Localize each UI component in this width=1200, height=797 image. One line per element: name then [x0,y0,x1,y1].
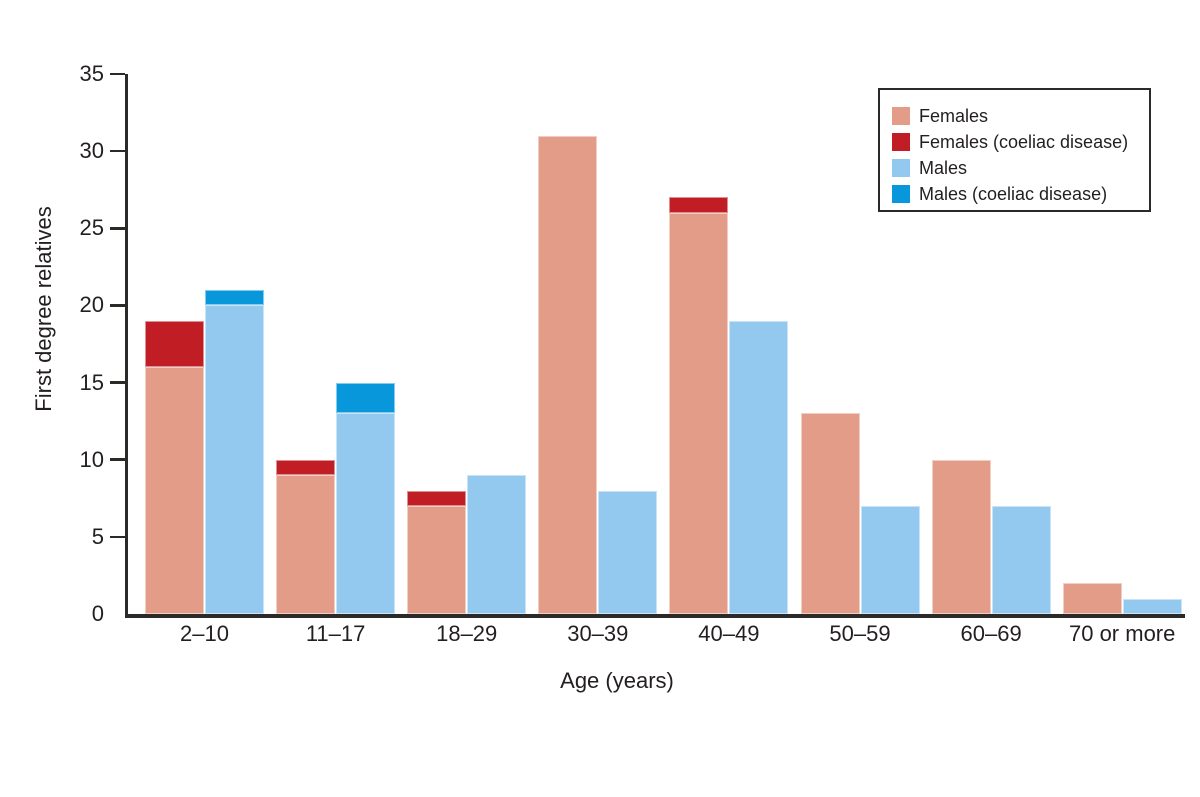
legend-swatch-icon [892,185,910,203]
legend-item: Males (coeliac disease) [892,181,1149,207]
bar-female-group-4 [669,212,729,614]
y-tick-label-30: 30 [79,138,104,164]
bar-female-group-0 [145,367,204,614]
bar-male-group-7 [1122,598,1182,614]
x-tick-label-6: 60–69 [960,621,1022,646]
y-tick-label-20: 20 [79,292,104,318]
y-tick-mark-35 [110,72,125,76]
bar-female-coeliac-group-4 [669,197,729,213]
bar-male-group-3 [598,490,658,614]
y-tick-label-10: 10 [79,446,104,472]
x-tick-label-7: 70 or more [1068,621,1176,646]
legend-item: Females [892,103,1149,129]
bar-male-group-4 [729,320,789,614]
bar-male-group-1 [336,413,396,614]
y-tick-mark-5 [110,535,125,539]
y-tick-label-35: 35 [79,61,104,86]
x-tick-label-5: 50–59 [829,621,891,646]
bar-female-coeliac-group-1 [276,459,336,476]
legend-swatch-icon [892,159,910,177]
y-tick-label-5: 5 [91,523,104,549]
y-tick-mark-30 [110,149,125,153]
bar-male-group-0 [205,305,264,614]
legend-label: Females [919,106,989,126]
bar-female-group-6 [931,459,991,614]
x-axis-title: Age (years) [560,668,674,693]
x-tick-label-3: 30–39 [567,621,629,646]
x-tick-label-4: 40–49 [698,621,760,646]
y-tick-label-0: 0 [91,601,104,626]
legend-label: Males [919,158,968,178]
y-tick-mark-25 [110,227,125,230]
bar-female-group-2 [407,506,467,614]
legend: Females Females (coeliac disease) Males Mal… [878,88,1151,212]
legend-swatch-icon [892,107,910,125]
x-tick-label-2: 18–29 [436,621,498,646]
bar-male-group-5 [860,506,920,614]
x-tick-label-1: 11–17 [305,621,366,646]
bar-female-group-7 [1062,583,1122,614]
x-tick-label-0: 2–10 [180,621,229,646]
legend-item: Males [892,155,1149,181]
y-tick-mark-20 [110,304,125,307]
legend-label: Females (coeliac disease) [919,132,1129,152]
bar-female-group-5 [800,413,860,614]
bar-female-coeliac-group-2 [407,490,467,506]
plot-area [125,74,1185,618]
bar-female-coeliac-group-0 [145,320,204,368]
bar-male-coeliac-group-0 [205,290,264,306]
bar-female-group-3 [538,135,598,614]
legend-swatch-icon [892,133,910,151]
bar-female-group-1 [276,475,336,614]
bar-male-group-2 [467,475,527,614]
y-tick-mark-10 [110,458,125,461]
legend-label: Males (coeliac disease) [919,184,1108,204]
y-tick-label-15: 15 [79,369,104,395]
legend-item: Females (coeliac disease) [892,129,1149,155]
y-tick-mark-15 [110,381,125,384]
bar-male-group-6 [991,506,1051,614]
bar-male-coeliac-group-1 [336,382,396,414]
y-tick-label-25: 25 [79,215,104,241]
